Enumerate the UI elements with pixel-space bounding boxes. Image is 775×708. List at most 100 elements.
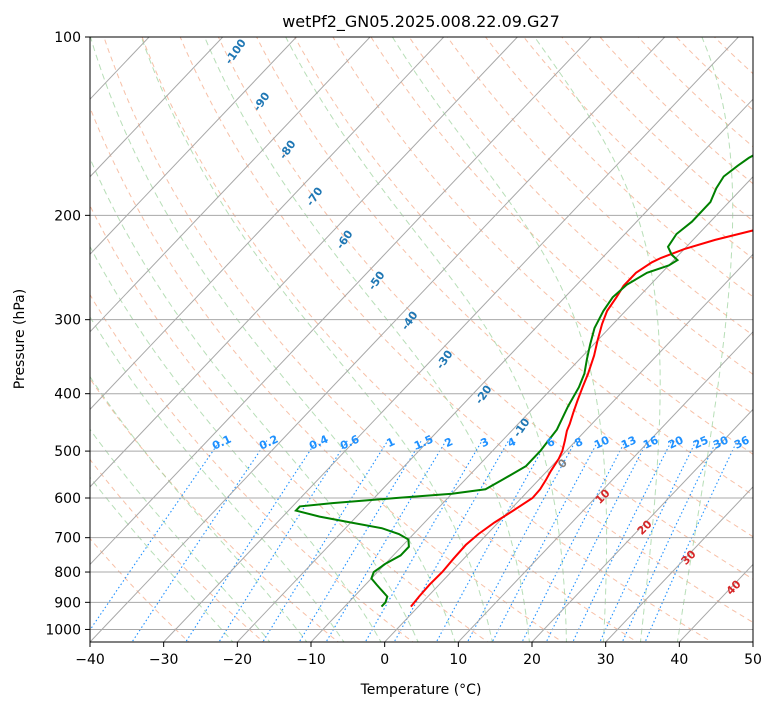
x-tick-label: −30 <box>149 652 179 668</box>
mixing-ratio-line <box>621 440 718 642</box>
isotherm <box>604 486 753 642</box>
isotherm <box>90 37 666 642</box>
x-tick-label: 50 <box>744 652 762 668</box>
moist-adiabat <box>285 37 567 642</box>
dry-adiabat <box>256 37 753 538</box>
dry-adiabat <box>90 204 489 642</box>
mixing-ratio-line <box>185 440 318 642</box>
isotherm <box>310 176 753 642</box>
mixing-ratio-label: 30 <box>711 433 731 451</box>
mixing-ratio-line <box>521 440 626 642</box>
moist-adiabat <box>90 157 419 642</box>
mixing-ratio-line <box>466 440 577 642</box>
dry-adiabat <box>141 37 713 642</box>
mixing-ratio-line <box>262 440 389 642</box>
mixing-ratio-label: 2 <box>443 435 455 450</box>
isotherm <box>90 37 371 333</box>
mixing-ratio-label: 36 <box>732 433 752 451</box>
y-tick-label: 500 <box>54 444 81 460</box>
mixing-ratio-label: 0.6 <box>338 432 361 452</box>
dry-adiabat <box>370 37 753 415</box>
x-tick-label: 10 <box>449 652 467 668</box>
dry-adiabat <box>103 37 638 642</box>
mixing-ratio-label: 0.4 <box>307 432 330 452</box>
isotherm <box>90 37 224 178</box>
isotherm <box>90 37 519 488</box>
mixing-ratio-label: 8 <box>573 435 585 450</box>
isotherm <box>531 408 753 642</box>
x-tick-label: 0 <box>380 652 389 668</box>
moist-adiabat <box>391 37 608 642</box>
y-axis-label: Pressure (hPa) <box>12 289 28 389</box>
isotherm <box>162 37 740 642</box>
mixing-ratio-label: 0.2 <box>257 433 280 453</box>
x-tick-label: −10 <box>296 652 326 668</box>
y-tick-label: 600 <box>54 491 81 507</box>
dewpoint-line <box>294 154 753 608</box>
moist-adiabat <box>90 375 308 642</box>
moist-adiabat <box>90 37 456 642</box>
mixing-ratio-label: 16 <box>641 433 661 451</box>
mixing-ratio-label: 13 <box>619 433 638 451</box>
mixing-ratio-label: 10 <box>592 433 612 451</box>
mixing-ratio-line <box>298 440 422 642</box>
y-tick-label: 1000 <box>45 622 81 638</box>
y-tick-label: 800 <box>54 565 81 581</box>
mixing-ratio-label: 3 <box>479 435 491 450</box>
moist-adiabat-label: 0 <box>555 456 570 471</box>
mixing-ratio-line <box>435 440 548 642</box>
moist-adiabat-label: 40 <box>724 577 744 597</box>
dry-adiabat-label: -50 <box>366 269 388 293</box>
mixing-ratio-line <box>491 440 599 642</box>
mixing-ratio-label: 1.5 <box>412 433 435 453</box>
dry-adiabat-label: -70 <box>304 185 326 209</box>
x-tick-label: −20 <box>223 652 253 668</box>
mixing-ratio-label: 1 <box>385 435 397 450</box>
dry-adiabat <box>713 37 753 75</box>
x-tick-label: 20 <box>523 652 541 668</box>
dry-adiabat-label: -20 <box>473 383 495 407</box>
moist-adiabat <box>90 476 234 642</box>
y-tick-label: 300 <box>54 313 81 329</box>
dry-adiabat-label: -80 <box>277 138 299 162</box>
dry-adiabat <box>90 377 340 642</box>
y-tick-label: 100 <box>54 30 81 46</box>
mixing-ratio-line <box>644 440 738 642</box>
isotherm <box>90 37 445 411</box>
dry-adiabat-label: -10 <box>511 416 533 440</box>
mixing-ratio-label: 25 <box>691 433 710 451</box>
x-tick-label: −40 <box>75 652 105 668</box>
temperature-line <box>410 229 753 608</box>
isotherm <box>90 37 298 256</box>
moist-adiabat-label: 10 <box>593 486 613 506</box>
dry-adiabat-label: -40 <box>399 309 421 333</box>
dry-adiabat-label: -60 <box>334 228 356 252</box>
isotherm <box>236 98 753 642</box>
mixing-ratio-line <box>364 440 483 642</box>
dry-adiabat <box>599 37 753 185</box>
y-tick-label: 700 <box>54 531 81 547</box>
dry-adiabat <box>90 458 265 642</box>
line-labels: -100 -90 -80 -70 -60 -50 -40 -30 -20 -10 0.1 0.2 0.4… <box>210 36 752 597</box>
isotherm <box>752 641 753 642</box>
moist-adiabat <box>90 245 382 642</box>
isotherm <box>383 253 753 642</box>
dry-adiabat-label: -30 <box>434 348 456 372</box>
dry-adiabat <box>90 293 414 642</box>
mixing-ratio-line <box>218 440 348 642</box>
mixing-ratio-label: 0.1 <box>210 433 233 453</box>
x-tick-label: 30 <box>597 652 615 668</box>
mixing-ratio-line <box>599 440 697 642</box>
y-tick-label: 200 <box>54 208 81 224</box>
mixing-ratio-line <box>131 440 268 642</box>
y-tick-label: 400 <box>54 387 81 403</box>
x-axis-label: Temperature (°C) <box>360 682 482 698</box>
dry-adiabat <box>90 537 190 642</box>
dry-adiabat <box>294 37 753 496</box>
dry-adiabat <box>751 37 753 39</box>
mixing-ratio-label: 20 <box>666 433 686 451</box>
isotherm <box>90 37 592 566</box>
dry-adiabat <box>332 37 753 455</box>
chart-title: wetPf2_GN05.2025.008.22.09.G27 <box>282 12 560 32</box>
